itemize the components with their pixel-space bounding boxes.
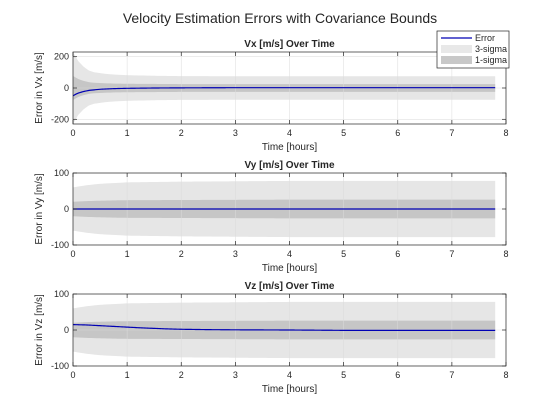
x-tick-label: 3 (233, 128, 238, 138)
legend-entry-1: Error (441, 33, 495, 43)
legend-label: 3-sigma (475, 44, 507, 54)
x-tick-label: 0 (70, 249, 75, 259)
subplot-title-vx: Vx [m/s] Over Time (244, 39, 335, 50)
y-tick-label: 0 (64, 204, 69, 214)
x-axis-label-vx: Time [hours] (262, 142, 317, 153)
plot-content-vy (73, 173, 506, 245)
x-tick-label: 6 (395, 128, 400, 138)
x-tick-label: 4 (287, 128, 292, 138)
x-tick-label: 2 (179, 370, 184, 380)
x-tick-label: 1 (125, 249, 130, 259)
x-tick-label: 5 (341, 370, 346, 380)
x-tick-label: 3 (233, 249, 238, 259)
y-tick-label: 100 (54, 289, 69, 299)
subplot-title-vz: Vz [m/s] Over Time (245, 281, 335, 292)
legend-label: 1-sigma (475, 55, 507, 65)
x-tick-label: 5 (341, 128, 346, 138)
legend-entry-3: 1-sigma (441, 55, 507, 65)
x-tick-label: 2 (179, 249, 184, 259)
legend-entry-2: 3-sigma (441, 44, 507, 54)
x-tick-label: 6 (395, 249, 400, 259)
y-tick-label: -200 (51, 114, 69, 124)
plot-content-vz (73, 294, 506, 366)
y-axis-label-vx: Error in Vx [m/s] (34, 52, 45, 124)
y-axis-label-vy: Error in Vy [m/s] (34, 173, 45, 245)
x-tick-label: 4 (287, 249, 292, 259)
x-tick-label: 2 (179, 128, 184, 138)
legend-patch-swatch (441, 56, 472, 64)
x-tick-label: 8 (503, 370, 508, 380)
figure-title: Velocity Estimation Errors with Covarian… (123, 10, 437, 26)
x-tick-label: 1 (125, 128, 130, 138)
x-tick-label: 7 (449, 370, 454, 380)
legend-patch-swatch (441, 45, 472, 53)
y-tick-label: 0 (64, 325, 69, 335)
x-tick-label: 8 (503, 249, 508, 259)
x-tick-label: 1 (125, 370, 130, 380)
x-tick-label: 8 (503, 128, 508, 138)
x-axis-label-vy: Time [hours] (262, 263, 317, 274)
x-tick-label: 4 (287, 370, 292, 380)
y-tick-label: -100 (51, 240, 69, 250)
y-tick-label: -100 (51, 361, 69, 371)
legend-label: Error (475, 33, 495, 43)
x-tick-label: 7 (449, 249, 454, 259)
y-axis-label-vz: Error in Vz [m/s] (34, 294, 45, 366)
x-tick-label: 0 (70, 370, 75, 380)
x-tick-label: 7 (449, 128, 454, 138)
subplot-title-vy: Vy [m/s] Over Time (244, 160, 334, 171)
y-tick-label: 0 (64, 83, 69, 93)
error-line-vx (73, 87, 496, 97)
y-tick-label: 100 (54, 168, 69, 178)
y-tick-label: 200 (54, 52, 69, 62)
x-tick-label: 3 (233, 370, 238, 380)
x-tick-label: 5 (341, 249, 346, 259)
x-tick-label: 0 (70, 128, 75, 138)
plot-content-vx (73, 52, 506, 124)
error-line-vz (73, 324, 496, 331)
x-axis-label-vz: Time [hours] (262, 384, 317, 395)
x-tick-label: 6 (395, 370, 400, 380)
